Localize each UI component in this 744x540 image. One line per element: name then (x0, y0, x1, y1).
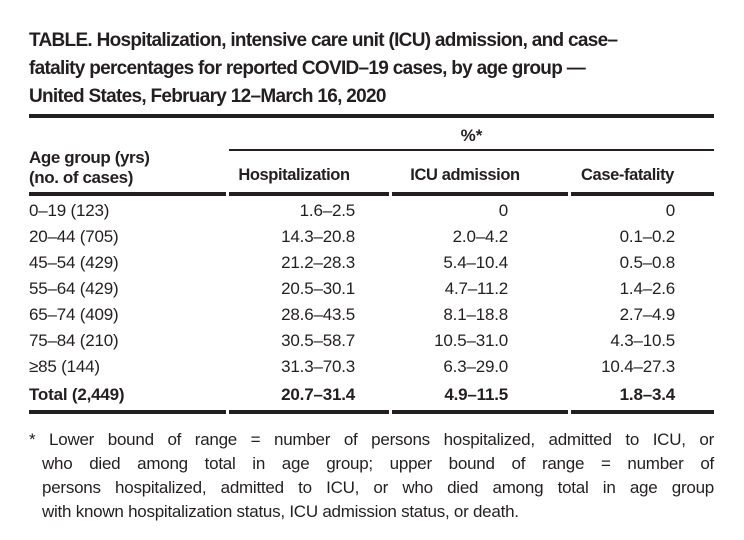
hospitalization-cell: 14.3–20.8 (281, 227, 355, 246)
table-figure: TABLE. Hospitalization, intensive care u… (29, 27, 714, 524)
age-group-cell: 20–44 (705) (29, 227, 119, 246)
age-group-cell: 75–84 (210) (29, 331, 119, 350)
table-header: Age group (yrs) (no. of cases) %* Hospit… (29, 118, 714, 192)
case-fatality-cell: 0 (665, 201, 675, 220)
total-label-cell: Total (2,449) (29, 385, 125, 404)
table-title: TABLE. Hospitalization, intensive care u… (29, 27, 714, 111)
age-group-cell: ≥85 (144) (29, 357, 100, 376)
age-group-header-line-2: (no. of cases) (29, 168, 133, 187)
title-line-3: United States, February 12–March 16, 202… (29, 86, 386, 107)
case-fatality-cell: 10.4–27.3 (601, 357, 675, 376)
case-fatality-cell: 2.7–4.9 (619, 305, 676, 324)
icu-admission-cell: 2.0–4.2 (452, 227, 509, 246)
age-group-column-header: Age group (yrs) (no. of cases) (29, 118, 226, 192)
hospitalization-cell: 28.6–43.5 (281, 305, 355, 324)
case-fatality-cell: 0.5–0.8 (619, 253, 676, 272)
age-group-cell: 0–19 (123) (29, 201, 110, 220)
icu-admission-cell: 6.3–29.0 (443, 357, 508, 376)
icu-admission-cell: 5.4–10.4 (443, 253, 508, 272)
title-line-1: TABLE. Hospitalization, intensive care u… (29, 30, 618, 51)
case-fatality-cell: 0.1–0.2 (619, 227, 676, 246)
hospitalization-cell: 30.5–58.7 (281, 331, 355, 350)
column-headers-row: Hospitalization ICU admission Case-fatal… (229, 151, 714, 192)
age-group-cell: 65–74 (409) (29, 305, 119, 324)
age-group-header-line-1: Age group (yrs) (29, 148, 150, 167)
table-footnote: * Lower bound of range = number of perso… (29, 428, 714, 524)
table-bottom-rule (29, 410, 714, 414)
header-rule (29, 192, 714, 196)
table-row: 65–74 (409) 28.6–43.5 8.1–18.8 2.7–4.9 (29, 302, 714, 328)
title-rule (29, 114, 714, 118)
footnote-line-3: persons hospitalized, admitted to ICU, o… (42, 478, 714, 497)
footnote-line-4: with known hospitalization status, ICU a… (42, 502, 519, 521)
table-row: ≥85 (144) 31.3–70.3 6.3–29.0 10.4–27.3 (29, 354, 714, 380)
percent-header-group: %* Hospitalization ICU admission Case-fa… (229, 118, 714, 192)
table-row: 45–54 (429) 21.2–28.3 5.4–10.4 0.5–0.8 (29, 250, 714, 276)
icu-admission-cell: 0 (498, 201, 508, 220)
table-row: 0–19 (123) 1.6–2.5 0 0 (29, 196, 714, 224)
table-row: 55–64 (429) 20.5–30.1 4.7–11.2 1.4–2.6 (29, 276, 714, 302)
column-header-icu-admission: ICU admission (410, 166, 520, 184)
footnote-line-1: * Lower bound of range = number of perso… (29, 430, 714, 449)
hospitalization-cell: 21.2–28.3 (281, 253, 355, 272)
column-header-hospitalization: Hospitalization (238, 166, 350, 184)
total-hospitalization-cell: 20.7–31.4 (281, 385, 355, 404)
case-fatality-cell: 1.4–2.6 (619, 279, 676, 298)
age-group-cell: 55–64 (429) (29, 279, 119, 298)
table-total-row: Total (2,449) 20.7–31.4 4.9–11.5 1.8–3.4 (29, 380, 714, 410)
table-row: 75–84 (210) 30.5–58.7 10.5–31.0 4.3–10.5 (29, 328, 714, 354)
age-group-cell: 45–54 (429) (29, 253, 119, 272)
case-fatality-cell: 4.3–10.5 (610, 331, 675, 350)
percent-spanner-label: %* (460, 126, 483, 145)
hospitalization-cell: 20.5–30.1 (281, 279, 355, 298)
footnote-line-2: who died among total in age group; upper… (42, 454, 714, 473)
column-header-case-fatality: Case-fatality (581, 166, 674, 184)
icu-admission-cell: 4.7–11.2 (444, 279, 509, 298)
icu-admission-cell: 10.5–31.0 (434, 331, 508, 350)
percent-spanner-header: %* (229, 118, 714, 151)
icu-admission-cell: 8.1–18.8 (443, 305, 508, 324)
total-icu-admission-cell: 4.9–11.5 (444, 385, 508, 404)
hospitalization-cell: 31.3–70.3 (281, 357, 355, 376)
total-case-fatality-cell: 1.8–3.4 (619, 385, 676, 404)
title-line-2: fatality percentages for reported COVID–… (29, 58, 586, 79)
hospitalization-cell: 1.6–2.5 (299, 201, 356, 220)
table-row: 20–44 (705) 14.3–20.8 2.0–4.2 0.1–0.2 (29, 224, 714, 250)
